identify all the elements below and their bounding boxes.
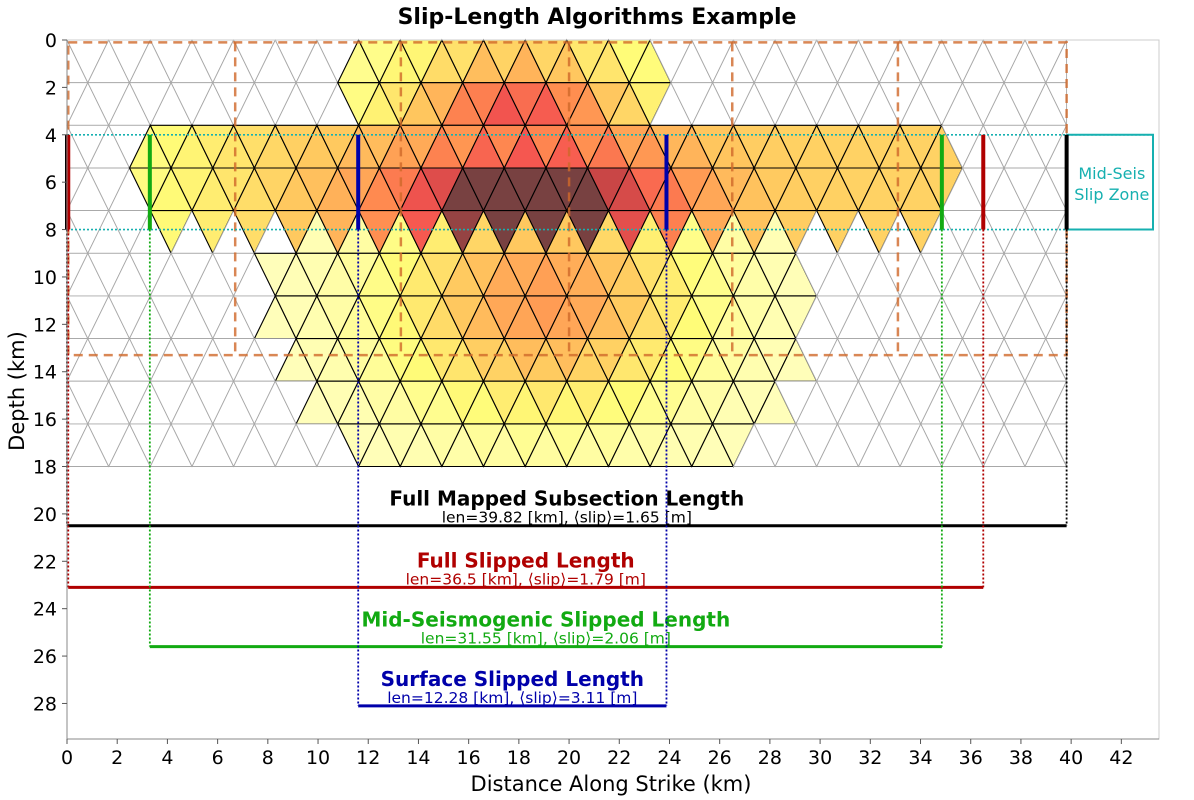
x-tick-label: 6	[212, 747, 224, 769]
x-tick-label: 40	[1059, 747, 1083, 769]
x-axis-label: Distance Along Strike (km)	[471, 772, 752, 796]
x-tick-label: 12	[356, 747, 380, 769]
x-tick-label: 20	[557, 747, 581, 769]
x-tick-label: 26	[708, 747, 732, 769]
length-title: Mid-Seismogenic Slipped Length	[361, 608, 730, 632]
x-tick-label: 38	[1009, 747, 1033, 769]
y-tick-label: 22	[33, 551, 57, 573]
x-tick-label: 22	[607, 747, 631, 769]
x-tick-label: 24	[657, 747, 681, 769]
x-axis-ticks: 0 2 4 6 8 10 12 14 16 18 20 22 24 26 28 30 32 34 36 38 40 42	[61, 739, 1133, 769]
length-stats: len=12.28 [km], ⟨slip⟩=3.11 [m]	[387, 689, 637, 707]
y-tick-label: 0	[45, 30, 57, 52]
y-axis-label: Depth (km)	[5, 331, 29, 451]
x-tick-label: 2	[111, 747, 123, 769]
x-tick-label: 36	[959, 747, 983, 769]
length-stats: len=39.82 [km], ⟨slip⟩=1.65 [m]	[442, 509, 692, 527]
mid-seis-zone-label: Mid-Seis	[1078, 164, 1145, 183]
x-tick-label: 16	[457, 747, 481, 769]
y-tick-label: 6	[45, 172, 57, 194]
x-tick-label: 14	[406, 747, 430, 769]
y-tick-label: 2	[45, 77, 57, 99]
y-tick-label: 24	[33, 599, 57, 621]
plot-area: Mid-Seis Slip Zone Full Mapped Subsection …	[33, 30, 1160, 769]
y-tick-label: 26	[33, 646, 57, 668]
y-tick-label: 4	[45, 125, 57, 147]
mesh-element	[1045, 82, 1068, 126]
x-tick-label: 42	[1109, 747, 1133, 769]
x-tick-label: 0	[61, 747, 73, 769]
x-tick-label: 32	[858, 747, 882, 769]
x-tick-label: 8	[262, 747, 274, 769]
y-tick-label: 18	[33, 457, 57, 479]
mid-seis-zone-label: Slip Zone	[1074, 185, 1149, 204]
x-tick-label: 28	[758, 747, 782, 769]
y-tick-label: 16	[33, 409, 57, 431]
x-tick-label: 30	[808, 747, 832, 769]
fault-mesh	[66, 38, 1068, 468]
mid-seis-zone: Mid-Seis Slip Zone	[67, 133, 1154, 231]
length-stats: len=36.5 [km], ⟨slip⟩=1.79 [m]	[406, 570, 646, 588]
x-tick-label: 10	[306, 747, 330, 769]
y-tick-label: 10	[33, 267, 57, 289]
y-tick-label: 28	[33, 693, 57, 715]
length-title: Surface Slipped Length	[381, 667, 644, 691]
y-tick-label: 8	[45, 220, 57, 242]
length-title: Full Mapped Subsection Length	[389, 487, 744, 511]
length-mid_seis: Mid-Seismogenic Slipped Lengthlen=31.55 …	[147, 134, 944, 649]
mid-seis-zone-bracket	[1066, 133, 1154, 231]
chart-title: Slip-Length Algorithms Example	[398, 5, 797, 30]
y-tick-label: 12	[33, 314, 57, 336]
length-stats: len=31.55 [km], ⟨slip⟩=2.06 [m]	[421, 630, 671, 648]
y-tick-label: 20	[33, 504, 57, 526]
x-tick-label: 18	[507, 747, 531, 769]
x-tick-label: 4	[161, 747, 173, 769]
x-tick-label: 34	[908, 747, 932, 769]
y-tick-label: 14	[33, 362, 57, 384]
axes: 0 2 4 6 8 10 12 14 16 18 20 22 24 26 28 30 32 34 36 38 40 420…	[33, 30, 1160, 769]
mesh-element	[1045, 423, 1068, 467]
length-title: Full Slipped Length	[417, 548, 635, 572]
mesh-element	[1045, 338, 1068, 382]
